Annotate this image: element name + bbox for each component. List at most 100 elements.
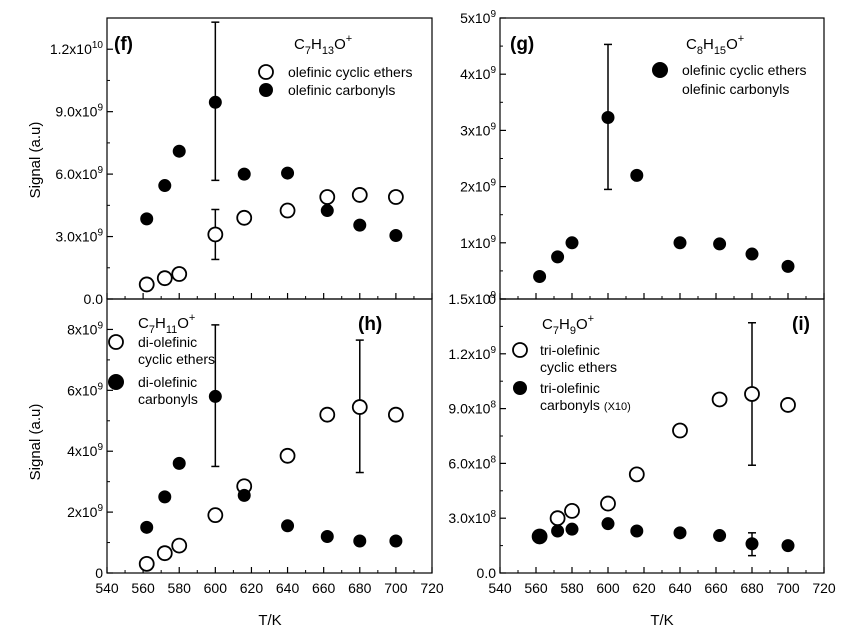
legend-i-item2-note: (X10) [604, 401, 631, 413]
x-tick-label-h: 640 [276, 580, 300, 596]
data-point-h-filled [208, 389, 222, 403]
x-axis-title-right: T/K [650, 612, 673, 629]
y-tick-label-h: 0 [95, 565, 103, 581]
legend-h-item2-line1: di-olefinic [138, 374, 197, 390]
data-point-f-filled [208, 95, 222, 109]
x-tick-label-h: 560 [131, 580, 155, 596]
plot-frame-i [499, 298, 825, 574]
x-tick-label-i: 600 [596, 580, 620, 596]
data-point-f-open [387, 189, 404, 205]
data-point-h-open [156, 545, 173, 562]
data-point-i-open [744, 386, 760, 402]
formula-g: C8H15O+ [686, 33, 744, 57]
legend-i-open-marker [512, 342, 528, 358]
y-tick-label-h: 8x109 [67, 320, 103, 337]
x-tick-label-i: 620 [632, 580, 656, 596]
y-tick-label-g: 2x109 [460, 178, 496, 195]
x-tick-label-h: 620 [240, 580, 264, 596]
y-tick-label-i: 1.5x109 [448, 290, 496, 307]
legend-h-filled-marker [108, 374, 124, 390]
panel-i: 0.0 3.0x108 6.0x108 9.0x108 1.2x109 1.5x109 54… [448, 290, 836, 596]
x-tick-label-i: 680 [740, 580, 764, 596]
data-point-f-filled [172, 144, 186, 158]
data-point-f-open [156, 270, 173, 287]
data-point-i-filled [551, 524, 565, 538]
y-tick-label-i: 9.0x108 [448, 400, 496, 417]
x-tick-label-h: 540 [95, 580, 119, 596]
legend-g-line2: olefinic carbonyls [682, 81, 789, 97]
x-tick-label-h: 600 [204, 580, 228, 596]
data-point-i-open [628, 466, 645, 483]
legend-g-filled-marker [652, 62, 668, 78]
y-tick-label-f: 6.0x109 [55, 165, 103, 182]
legend-i-item2-text: carbonyls [540, 397, 600, 413]
y-tick-label-f: 0.0 [84, 291, 104, 307]
legend-g: olefinic cyclic ethers olefinic carbonyl… [652, 62, 807, 97]
y-axis-title-top: Signal (a.u) [27, 122, 44, 199]
y-tick-label-f: 1.2x1010 [50, 40, 104, 57]
data-point-f-filled [353, 218, 367, 232]
y-tick-label-f: 3.0x109 [55, 228, 103, 245]
x-tick-label-i: 660 [704, 580, 728, 596]
data-point-f-open [207, 226, 224, 243]
legend-i-item2-line2: carbonyls (X10) [540, 397, 631, 413]
data-point-h-open [207, 507, 224, 524]
x-tick-label-h: 580 [168, 580, 192, 596]
y-tick-label-g: 4x109 [460, 65, 496, 82]
x-tick-label-h: 700 [384, 580, 408, 596]
legend-g-line1: olefinic cyclic ethers [682, 62, 807, 78]
data-point-h-open [279, 447, 296, 464]
x-tick-label-h: 720 [420, 580, 444, 596]
y-tick-label-i: 6.0x108 [448, 454, 496, 471]
legend-f-item2: olefinic carbonyls [288, 82, 395, 98]
data-point-g-filled [551, 250, 565, 264]
data-point-h-filled [320, 529, 334, 543]
data-point-i-filled [673, 526, 687, 540]
legend-i-filled-marker [513, 381, 527, 395]
y-tick-label-h: 6x109 [67, 381, 103, 398]
data-point-g-filled [630, 168, 644, 182]
data-point-f-filled [389, 229, 403, 243]
panel-label-h: (h) [358, 314, 382, 335]
legend-f: olefinic cyclic ethers olefinic carbonyl… [258, 64, 413, 98]
x-tick-label-h: 680 [348, 580, 372, 596]
data-point-g-filled [781, 259, 795, 273]
data-point-f-open [236, 209, 253, 226]
panel-h: 0 2x109 4x109 6x109 8x109 540 560 580 600 620 640 6… [67, 298, 444, 596]
legend-f-filled-marker [259, 83, 273, 97]
data-point-h-filled [281, 519, 295, 533]
data-point-g-filled [673, 236, 687, 250]
data-point-i-filled [630, 524, 644, 538]
data-point-i-filled [565, 522, 579, 536]
data-point-h-filled [237, 488, 251, 502]
legend-h-item1-line1: di-olefinic [138, 334, 197, 350]
data-point-i-open [672, 422, 688, 439]
data-point-h-filled [389, 534, 403, 548]
x-tick-label-i: 720 [812, 580, 836, 596]
legend-h-item2-line2: carbonyls [138, 391, 198, 407]
x-tick-label-i: 540 [488, 580, 512, 596]
data-point-h-filled [140, 520, 154, 534]
legend-i: tri-olefinic cyclic ethers tri-olefinic … [512, 342, 631, 413]
data-point-f-open [319, 189, 336, 205]
y-tick-label-f: 9.0x109 [55, 103, 103, 120]
y-tick-label-i: 1.2x109 [448, 345, 496, 362]
y-tick-label-g: 0 [488, 291, 496, 307]
data-point-f-open [138, 276, 155, 293]
x-tick-label-i: 560 [524, 580, 548, 596]
formula-f: C7H13O+ [294, 33, 352, 57]
data-point-i-filled [745, 537, 759, 551]
data-point-f-open [351, 187, 368, 203]
legend-f-open-marker [258, 64, 274, 80]
y-tick-label-h: 4x109 [67, 442, 103, 459]
legend-h-open-marker [108, 334, 124, 350]
data-point-f-filled [281, 166, 295, 180]
legend-i-item1-line1: tri-olefinic [540, 342, 600, 358]
y-tick-label-g: 1x109 [460, 234, 496, 251]
y-tick-label-g: 5x109 [460, 9, 496, 26]
data-point-i-open [549, 510, 566, 527]
data-point-h-open [319, 406, 336, 423]
data-point-g-filled [601, 110, 615, 124]
data-point-g-filled [533, 270, 547, 284]
data-point-i-open [600, 495, 616, 512]
